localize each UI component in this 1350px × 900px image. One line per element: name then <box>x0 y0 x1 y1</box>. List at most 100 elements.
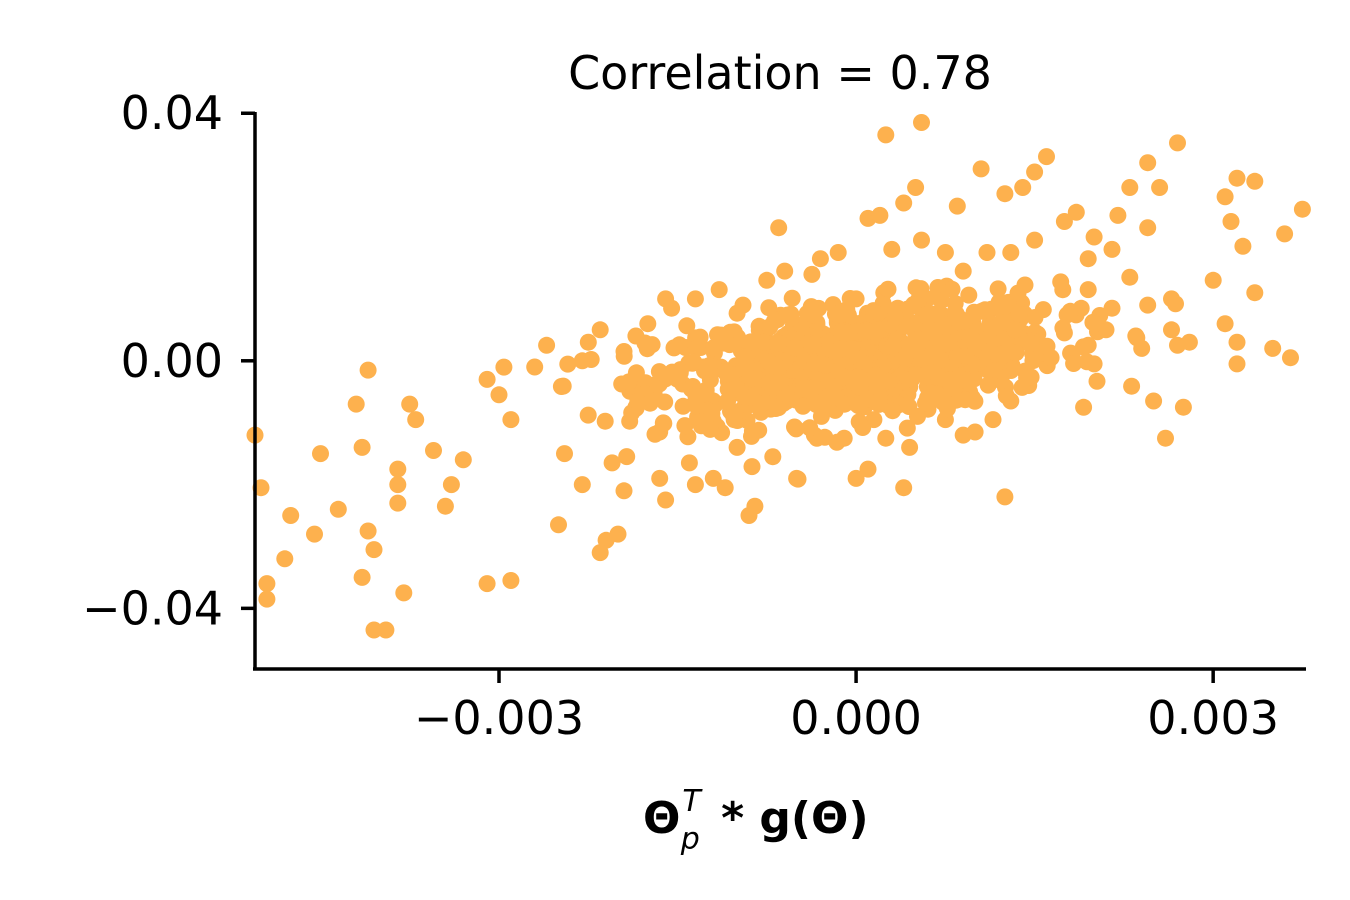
x-axis-label-rest: * g(Θ) <box>706 793 869 844</box>
scatter-point <box>932 292 950 310</box>
scatter-point <box>802 298 820 316</box>
scatter-point <box>960 286 978 304</box>
scatter-point <box>680 454 698 472</box>
scatter-point <box>582 351 600 368</box>
scatter-point <box>1024 352 1042 370</box>
scatter-point <box>478 370 496 388</box>
scatter-point <box>1169 336 1186 354</box>
scatter-point <box>603 454 621 472</box>
scatter-point <box>1010 305 1028 323</box>
scatter-point <box>895 194 913 212</box>
scatter-point <box>956 391 974 409</box>
scatter-point <box>990 298 1008 316</box>
scatter-point <box>359 522 377 540</box>
scatter-point <box>1121 179 1139 196</box>
scatter-point <box>377 621 395 639</box>
scatter-point <box>789 470 807 488</box>
scatter-point <box>1157 429 1174 447</box>
scatter-point <box>743 370 760 388</box>
scatter-point <box>556 445 573 463</box>
scatter-point <box>803 265 821 283</box>
scatter-point <box>1139 219 1157 237</box>
scatter-point <box>1054 319 1072 337</box>
scatter-point <box>787 420 805 438</box>
scatter-point <box>1169 134 1186 152</box>
scatter-point <box>1163 321 1180 339</box>
scatter-point <box>685 353 703 371</box>
scatter-point <box>615 347 633 365</box>
scatter-point <box>884 337 902 355</box>
scatter-point <box>1121 268 1139 286</box>
y-tick-label: −0.04 <box>82 581 223 635</box>
scatter-point <box>454 451 472 469</box>
scatter-point <box>1067 203 1085 221</box>
scatter-point <box>710 281 728 299</box>
scatter-point <box>1234 237 1252 255</box>
scatter-point <box>1078 353 1096 371</box>
scatter-point <box>1065 355 1083 372</box>
scatter-point <box>901 438 919 456</box>
scatter-point <box>1085 228 1103 246</box>
scatter-point <box>826 305 844 323</box>
scatter-point <box>909 407 926 425</box>
scatter-point <box>538 336 556 354</box>
scatter-point <box>1145 392 1163 410</box>
scatter-point <box>1174 398 1192 416</box>
scatter-point <box>347 395 365 413</box>
scatter-point <box>365 621 383 639</box>
scatter-point <box>930 387 948 405</box>
scatter-point <box>282 507 300 524</box>
scatter-point <box>794 397 812 415</box>
x-axis-label-theta: Θ <box>643 793 680 844</box>
scatter-point <box>758 271 776 289</box>
scatter-point <box>934 315 952 333</box>
scatter-point <box>663 299 681 317</box>
scatter-point <box>1079 281 1097 299</box>
scatter-point <box>913 114 930 131</box>
scatter-point <box>620 373 638 391</box>
scatter-point <box>768 398 785 415</box>
scatter-point <box>365 541 383 559</box>
scatter-point <box>573 476 591 494</box>
scatter-point <box>778 306 796 324</box>
scatter-point <box>832 323 850 341</box>
scatter-point <box>1075 398 1093 416</box>
scatter-point <box>502 411 520 429</box>
scatter-point <box>1026 231 1044 249</box>
scatter-point <box>769 334 787 352</box>
scatter-point <box>596 412 614 430</box>
scatter-point <box>719 392 737 410</box>
scatter-point <box>1042 349 1060 367</box>
scatter-point <box>656 393 674 411</box>
scatter-point <box>984 411 1002 429</box>
scatter-point <box>721 323 739 341</box>
scatter-point <box>579 333 597 351</box>
scatter-point <box>1216 315 1234 333</box>
scatter-point <box>678 317 696 335</box>
scatter-point <box>849 368 867 386</box>
scatter-point <box>559 355 577 373</box>
scatter-point <box>886 308 904 326</box>
scatter-point <box>978 244 996 261</box>
scatter-point <box>764 448 782 466</box>
scatter-point <box>985 362 1003 380</box>
scatter-point <box>877 126 895 144</box>
scatter-point <box>976 301 994 319</box>
scatter-point <box>526 358 544 376</box>
scatter-point <box>769 374 787 391</box>
scatter-point <box>877 429 895 447</box>
scatter-point <box>650 363 668 381</box>
scatter-point <box>948 347 966 365</box>
scatter-point <box>389 460 407 478</box>
scatter-point <box>948 197 966 215</box>
scatter-point <box>728 438 746 456</box>
scatter-point <box>1026 163 1044 181</box>
scatter-point <box>657 491 675 509</box>
scatter-point <box>1086 315 1104 333</box>
scatter-point <box>760 299 778 317</box>
scatter-point <box>676 417 694 435</box>
scatter-point <box>1055 213 1073 230</box>
scatter-point <box>867 366 885 384</box>
scatter-point <box>801 419 819 437</box>
scatter-point <box>1293 200 1311 218</box>
